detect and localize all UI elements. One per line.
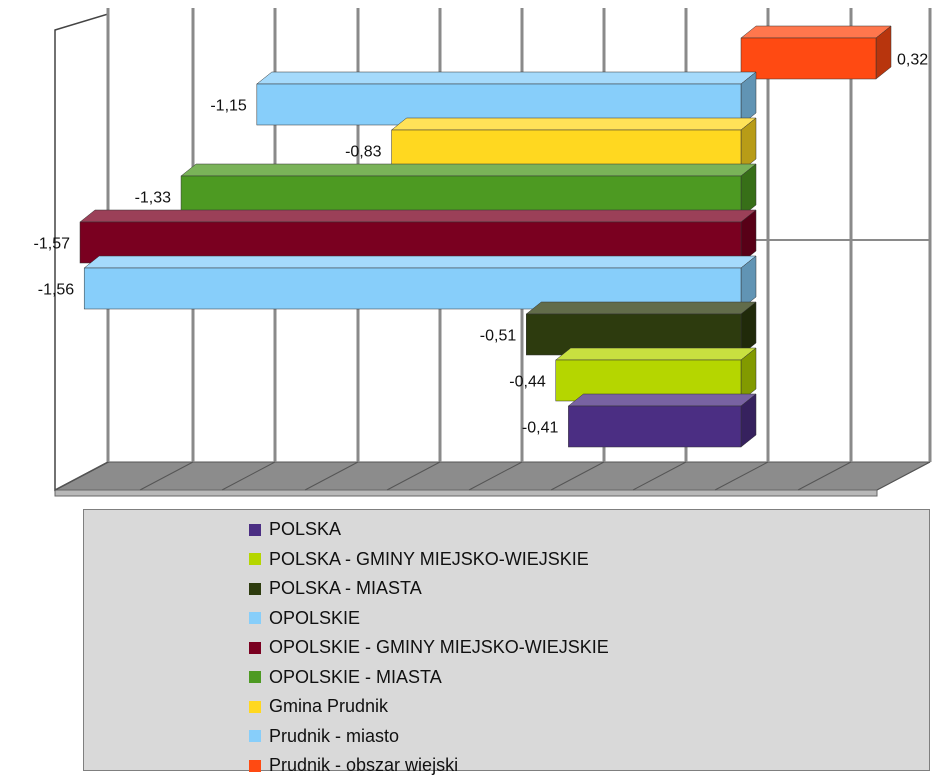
bar-top-face xyxy=(390,117,757,131)
legend-swatch xyxy=(249,553,261,566)
legend-item: Prudnik - obszar wiejski xyxy=(249,751,609,781)
bar-8 xyxy=(256,71,757,126)
data-label: -1,33 xyxy=(135,190,172,207)
legend-swatch xyxy=(249,641,261,654)
floor-gridline xyxy=(221,461,276,491)
legend-swatch xyxy=(249,612,261,625)
floor-gridline xyxy=(386,461,441,491)
bar-7 xyxy=(390,117,757,172)
bar-2 xyxy=(555,347,757,402)
floor-gridline xyxy=(797,461,852,491)
legend-label: Prudnik - obszar wiejski xyxy=(269,755,459,776)
floor-gridline xyxy=(714,461,769,491)
chart-area: 0,32 -1,15 -0,83 -1,33 -1,57 -1,56 -0,51 -0,44 -… xyxy=(34,8,932,497)
legend-label: OPOLSKIE - GMINY MIEJSKO-WIEJSKIE xyxy=(269,637,609,658)
legend-swatch xyxy=(249,582,261,595)
legend-item: Gmina Prudnik xyxy=(249,692,609,722)
data-label: -0,83 xyxy=(345,144,382,161)
bar-top-face xyxy=(79,209,757,223)
legend-item: POLSKA xyxy=(249,515,609,545)
legend-item: OPOLSKIE xyxy=(249,604,609,634)
bar-top-face xyxy=(555,347,757,361)
legend-label: OPOLSKIE xyxy=(269,607,361,628)
data-label: -0,41 xyxy=(522,420,559,437)
bars-group xyxy=(79,25,892,448)
floor-gridline xyxy=(139,461,194,491)
chart-floor xyxy=(54,461,931,491)
bar-4 xyxy=(83,255,757,310)
legend-list: POLSKA POLSKA - GMINY MIEJSKO-WIEJSKIE POL… xyxy=(249,515,609,781)
legend-swatch xyxy=(249,759,261,772)
bar-front-face xyxy=(568,405,742,448)
legend-label: POLSKA - MIASTA xyxy=(269,578,422,599)
bar-top-face xyxy=(567,393,757,407)
floor-gridline xyxy=(468,461,523,491)
legend-item: OPOLSKIE - MIASTA xyxy=(249,663,609,693)
floor-gridline xyxy=(304,461,359,491)
legend-swatch xyxy=(249,730,261,743)
chart-legend: POLSKA POLSKA - GMINY MIEJSKO-WIEJSKIE POL… xyxy=(83,509,930,775)
floor-gridline xyxy=(632,461,687,491)
legend-item: OPOLSKIE - GMINY MIEJSKO-WIEJSKIE xyxy=(249,633,609,663)
legend-swatch xyxy=(249,671,261,684)
legend-label: POLSKA - GMINY MIEJSKO-WIEJSKIE xyxy=(269,548,589,569)
bar-5 xyxy=(79,209,757,264)
bar-top-face xyxy=(180,163,757,177)
bar-top-face xyxy=(83,255,757,269)
bar-top-face xyxy=(256,71,757,85)
floor-gridline xyxy=(550,461,605,491)
data-label: -0,44 xyxy=(509,374,546,391)
data-label: -1,56 xyxy=(38,282,75,299)
bar-1 xyxy=(567,393,757,448)
data-label: -1,57 xyxy=(34,236,71,253)
data-labels-group: 0,32 -1,15 -0,83 -1,33 -1,57 -1,56 -0,51 -0,44 -… xyxy=(34,52,929,437)
data-label: -0,51 xyxy=(480,328,517,345)
bar-3 xyxy=(525,301,757,356)
legend-swatch xyxy=(249,700,261,713)
floor-gridline xyxy=(876,461,931,491)
chart-floor-edge xyxy=(54,489,878,497)
legend-item: Prudnik - miasto xyxy=(249,722,609,752)
legend-label: OPOLSKIE - MIASTA xyxy=(269,666,442,687)
bar-chart: 0,32 -1,15 -0,83 -1,33 -1,57 -1,56 -0,51 -0,44 -… xyxy=(34,8,932,497)
bar-6 xyxy=(180,163,757,218)
data-label: 0,32 xyxy=(897,52,928,69)
legend-swatch xyxy=(249,523,261,536)
bar-top-face xyxy=(525,301,757,315)
data-label: -1,15 xyxy=(210,98,247,115)
legend-item: POLSKA - GMINY MIEJSKO-WIEJSKIE xyxy=(249,545,609,575)
floor-gridline xyxy=(54,461,109,491)
bar-front-face xyxy=(740,37,877,80)
legend-item: POLSKA - MIASTA xyxy=(249,574,609,604)
legend-label: Gmina Prudnik xyxy=(269,696,389,717)
bar-9 xyxy=(740,25,892,80)
legend-label: Prudnik - miasto xyxy=(269,725,400,746)
legend-label: POLSKA xyxy=(269,519,342,540)
bar-top-face xyxy=(740,25,892,39)
